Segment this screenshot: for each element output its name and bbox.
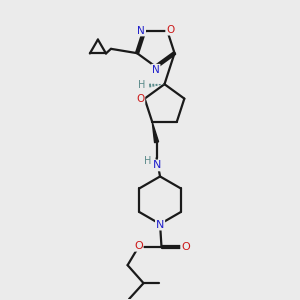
Text: H: H	[144, 156, 152, 166]
Polygon shape	[152, 122, 159, 143]
Text: H: H	[138, 80, 145, 90]
Text: N: N	[152, 65, 160, 75]
Text: O: O	[166, 25, 174, 35]
Text: O: O	[136, 94, 144, 103]
Text: N: N	[152, 160, 161, 170]
Text: N: N	[137, 26, 145, 36]
Text: O: O	[181, 242, 190, 252]
Text: N: N	[156, 220, 164, 230]
Text: O: O	[134, 241, 143, 251]
